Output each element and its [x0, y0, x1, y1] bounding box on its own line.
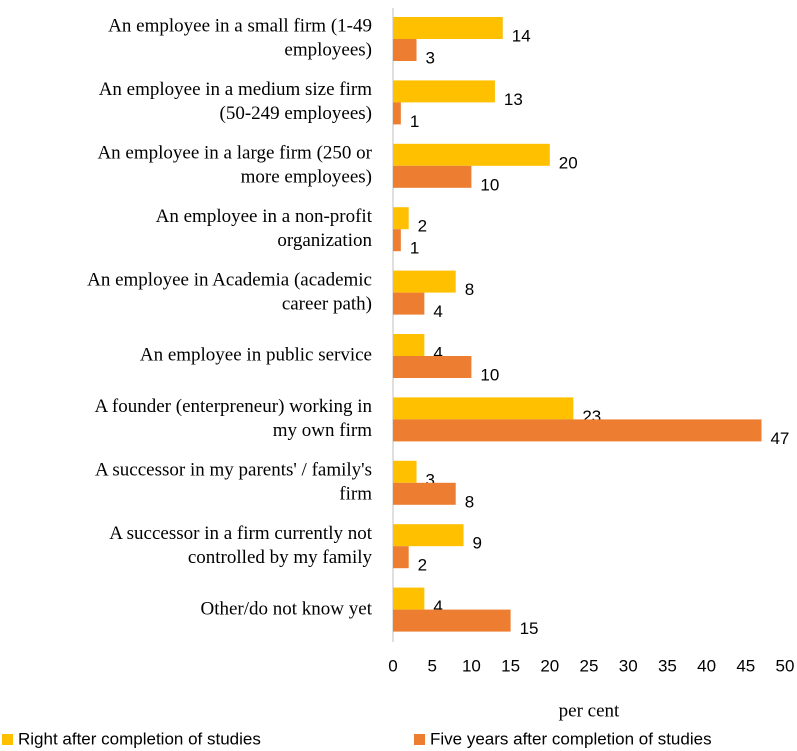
category-label-line: Other/do not know yet [200, 599, 372, 620]
category-label-line: An employee in a large firm (250 or [97, 143, 372, 164]
bar [393, 207, 409, 230]
value-label: 4 [433, 302, 442, 321]
value-label: 4 [433, 597, 442, 616]
bar [393, 546, 409, 569]
bar [393, 143, 550, 166]
category-label: A successor in my parents' / family's fir… [95, 460, 372, 505]
value-label: 15 [520, 619, 539, 638]
value-label: 4 [433, 343, 442, 362]
category-label: A founder (enterpreneur) working in my ow… [94, 396, 372, 441]
category-label-line: (50-249 employees) [220, 103, 372, 124]
x-tick-label: 5 [427, 656, 436, 675]
value-label: 1 [410, 239, 419, 258]
category-label-line: An employee in public service [140, 345, 372, 366]
bar [393, 102, 401, 125]
category-label-line: An employee in Academia (academic [87, 270, 372, 291]
x-tick-label: 35 [658, 656, 677, 675]
x-tick-label: 20 [540, 656, 559, 675]
legend-swatch [2, 734, 13, 745]
category-label-line: A founder (enterpreneur) working in [94, 396, 372, 417]
category-label-line: A successor in my parents' / family's [95, 460, 372, 481]
bar [393, 165, 472, 188]
bar [393, 334, 425, 356]
value-label: 3 [426, 470, 435, 489]
bar [393, 482, 456, 505]
value-label: 20 [559, 153, 578, 172]
x-tick-label: 45 [736, 656, 755, 675]
value-label: 2 [418, 556, 427, 575]
value-label: 47 [770, 429, 789, 448]
legend-swatch [414, 734, 425, 745]
category-label: A successor in a firm currently not contr… [109, 523, 372, 568]
x-tick-label: 25 [580, 656, 599, 675]
category-label-line: organization [277, 230, 372, 251]
x-tick-label: 50 [776, 656, 795, 675]
bar [393, 356, 472, 378]
value-label: 14 [512, 26, 531, 45]
value-label: 3 [426, 48, 435, 67]
x-tick-label: 10 [462, 656, 481, 675]
category-label-line: more employees) [241, 167, 372, 188]
value-label: 8 [465, 492, 474, 511]
bar [393, 80, 495, 103]
value-label: 10 [480, 365, 499, 384]
category-label: An employee in a medium size firm (50-249… [99, 79, 373, 124]
value-label: 8 [465, 280, 474, 299]
value-label: 2 [418, 217, 427, 236]
x-tick-label: 30 [619, 656, 638, 675]
category-label: An employee in public service [140, 345, 372, 366]
category-label: An employee in a large firm (250 or more … [97, 143, 372, 188]
bar [393, 587, 425, 610]
value-label: 10 [480, 175, 499, 194]
value-label: 13 [504, 90, 523, 109]
x-tick-label: 15 [501, 656, 520, 675]
category-label: Other/do not know yet [200, 599, 372, 620]
category-label-line: controlled by my family [188, 547, 373, 568]
category-label-line: A successor in a firm currently not [109, 523, 372, 544]
category-label-line: employees) [284, 40, 372, 61]
category-label: An employee in a small firm (1-49 employe… [108, 16, 372, 61]
legend-label: Five years after completion of studies [430, 729, 712, 748]
bar [393, 270, 456, 293]
category-label: An employee in Academia (academic career … [87, 270, 372, 315]
value-label: 9 [473, 534, 482, 553]
category-label-line: firm [339, 484, 372, 505]
category-label-line: An employee in a non-profit [156, 206, 373, 227]
bar [393, 229, 401, 252]
bar [393, 419, 762, 442]
x-tick-label: 0 [388, 656, 397, 675]
bar [393, 397, 574, 420]
category-label-line: An employee in a medium size firm [99, 79, 373, 100]
value-label: 1 [410, 112, 419, 131]
bar [393, 524, 464, 547]
x-axis-title: per cent [559, 700, 620, 721]
category-label-line: An employee in a small firm (1-49 [108, 16, 372, 37]
category-label-line: career path) [282, 294, 372, 315]
x-tick-label: 40 [697, 656, 716, 675]
category-label-line: my own firm [273, 420, 372, 441]
category-label: An employee in a non-profit organization [156, 206, 373, 251]
bar [393, 17, 503, 39]
legend-label: Right after completion of studies [18, 729, 261, 748]
bar [393, 39, 417, 61]
bar [393, 609, 511, 632]
bar [393, 292, 425, 315]
bar [393, 460, 417, 483]
